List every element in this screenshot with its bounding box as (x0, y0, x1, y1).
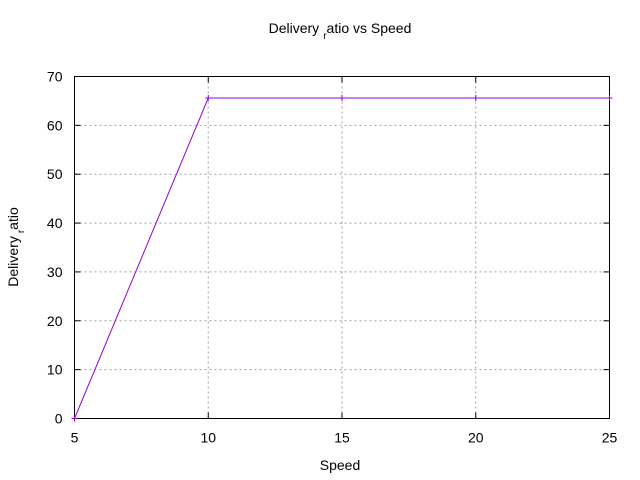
y-tick-label: 60 (47, 117, 63, 133)
chart-title-part: Delivery (269, 20, 320, 36)
x-axis-label: Speed (320, 457, 360, 473)
y-axis-label-part: Delivery (5, 236, 21, 287)
data-point (472, 94, 479, 101)
y-axis-label-part: atio (5, 207, 21, 230)
tick-labels: 0 10 20 30 40 50 60 70 5 10 15 20 25 (47, 69, 618, 446)
chart-title-subscript: r (323, 31, 327, 42)
y-tick-label: 50 (47, 166, 63, 182)
chart-title: Deliveryratio vs Speed (269, 20, 412, 42)
data-point (606, 94, 613, 101)
x-tick-label: 25 (602, 430, 618, 446)
y-tick-label: 10 (47, 362, 63, 378)
y-axis-label-subscript: r (16, 229, 27, 233)
chart-title-part: atio vs Speed (327, 20, 412, 36)
series (71, 94, 613, 422)
x-tick-label: 20 (468, 430, 484, 446)
y-axis-label: Delivery ratio (5, 207, 27, 287)
y-tick-label: 70 (47, 69, 63, 85)
y-tick-label: 30 (47, 264, 63, 280)
y-tick-label: 40 (47, 215, 63, 231)
plot-frame (74, 76, 610, 419)
x-tick-label: 10 (200, 430, 216, 446)
data-point (71, 415, 78, 422)
x-tick-label: 5 (71, 430, 79, 446)
x-tick-label: 15 (334, 430, 350, 446)
grid (74, 76, 610, 419)
data-point (205, 94, 212, 101)
y-tick-label: 0 (55, 411, 63, 427)
data-point (339, 94, 345, 101)
y-tick-label: 20 (47, 313, 63, 329)
